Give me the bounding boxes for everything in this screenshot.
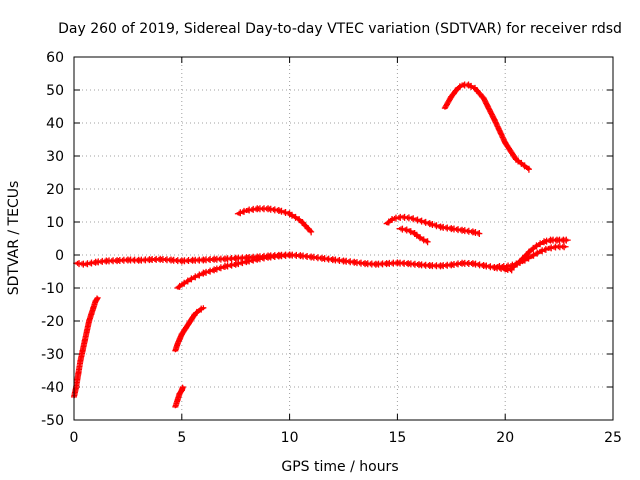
y-tick-label: 10 [46, 215, 64, 231]
y-tick-label: 20 [46, 182, 64, 198]
y-tick-label: 30 [46, 149, 64, 165]
data-point [424, 238, 431, 246]
series-end-rise-b [493, 243, 569, 271]
chart-title: Day 260 of 2019, Sidereal Day-to-day VTE… [58, 21, 622, 37]
series-start-steep [71, 295, 101, 399]
data-point [525, 165, 532, 173]
data-point [200, 305, 207, 311]
series-mid-rise [172, 305, 207, 353]
plot-frame [73, 56, 614, 421]
y-tick-label: 40 [46, 116, 64, 132]
x-tick-label: 15 [388, 430, 406, 446]
y-tick-label: -20 [41, 314, 64, 330]
series-baseline [73, 251, 515, 274]
data-point [94, 296, 101, 300]
gridlines [74, 57, 613, 420]
data-point [564, 238, 571, 242]
x-tick-label: 20 [496, 430, 514, 446]
x-axis-label: GPS time / hours [281, 459, 398, 475]
series-big-arc-18 [441, 81, 532, 173]
data-point [476, 230, 483, 238]
y-tick-label: 0 [55, 248, 64, 264]
y-tick-label: 50 [46, 83, 64, 99]
data-point [562, 245, 569, 249]
x-tick-label: 25 [604, 430, 622, 446]
x-tick-label: 10 [281, 430, 299, 446]
x-tick-label: 5 [177, 430, 186, 446]
series-arc-15 [383, 213, 483, 238]
y-tick-label: -40 [41, 380, 64, 396]
y-axis-label: SDTVAR / TECUs [6, 181, 22, 296]
data-point [308, 228, 315, 236]
y-tick-label: -30 [41, 347, 64, 363]
y-tick-label: -10 [41, 281, 64, 297]
axis-ticks: 0 5 10 15 20 25 -50 -40 -30 -20 -10 0 10 20 30 40 50 60 [41, 50, 622, 446]
data-point [286, 251, 293, 259]
series-arc-9 [234, 205, 315, 236]
data-points [71, 81, 571, 409]
data-point [93, 295, 100, 303]
y-tick-label: -50 [41, 413, 64, 429]
y-tick-label: 60 [46, 50, 64, 66]
data-point [524, 165, 531, 171]
series-short-15 [396, 225, 431, 246]
x-tick-label: 0 [70, 430, 79, 446]
series-mid-steep [172, 384, 186, 409]
data-point [423, 238, 430, 244]
data-point [179, 385, 186, 389]
series-rise-from-5 [174, 251, 293, 290]
